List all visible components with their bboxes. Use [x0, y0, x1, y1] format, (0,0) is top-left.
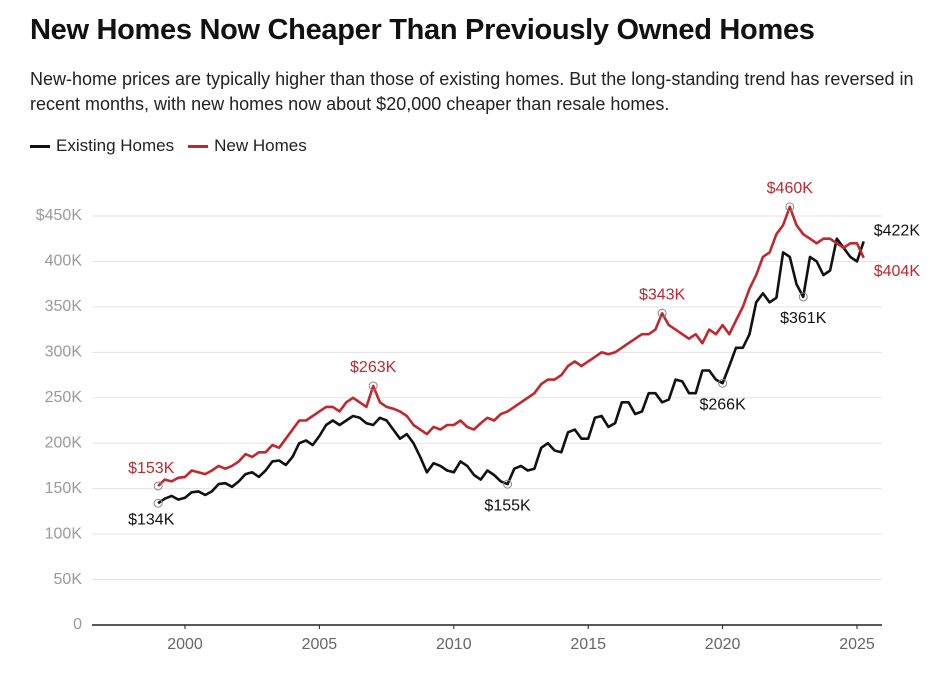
y-tick-label: 250K	[45, 389, 83, 406]
chart-title: New Homes Now Cheaper Than Previously Ow…	[30, 14, 815, 46]
y-tick-label: 350K	[45, 298, 83, 315]
annotation-marker	[785, 202, 795, 212]
annotation-label: $343K	[639, 286, 686, 303]
annotation-marker	[503, 479, 513, 489]
annotation-marker	[368, 381, 378, 391]
y-tick-label: 400K	[45, 253, 83, 270]
annotation-marker	[153, 481, 163, 491]
annotation-label: $155K	[484, 497, 531, 514]
legend-item: Existing Homes	[30, 136, 174, 156]
y-tick-label: 0	[73, 616, 82, 633]
chart-subtitle: New-home prices are typically higher tha…	[30, 69, 914, 114]
x-tick-label: 2025	[839, 636, 875, 653]
annotation-label: $404K	[874, 263, 921, 280]
annotation-label: $361K	[780, 310, 827, 327]
y-tick-label: 50K	[54, 571, 83, 588]
annotation-label: $134K	[128, 511, 175, 528]
x-tick-label: 2005	[302, 636, 338, 653]
annotation-label: $263K	[350, 359, 397, 376]
annotation-label: $422K	[874, 223, 921, 240]
x-tick-label: 2020	[705, 636, 741, 653]
line-series	[157, 205, 865, 487]
y-tick-label: 100K	[45, 525, 83, 542]
y-tick-label: 150K	[45, 480, 83, 497]
legend-label: New Homes	[214, 136, 307, 155]
legend-item: New Homes	[188, 136, 307, 156]
x-tick-label: 2010	[436, 636, 472, 653]
annotation-marker	[153, 498, 163, 508]
legend-label: Existing Homes	[56, 136, 175, 155]
x-tick-label: 2015	[570, 636, 606, 653]
annotation-label: $460K	[767, 180, 814, 197]
annotation-marker	[798, 292, 808, 302]
annotation-label: $153K	[128, 460, 175, 477]
annotation-label: $266K	[699, 396, 746, 413]
y-tick-label: 300K	[45, 344, 83, 361]
x-tick-label: 2000	[167, 636, 203, 653]
legend-swatch	[30, 144, 50, 148]
line-series	[157, 237, 865, 505]
legend: Existing Homes New Homes	[30, 136, 307, 156]
legend-swatch	[188, 144, 209, 148]
y-tick-label: 200K	[45, 434, 83, 451]
annotation-marker	[657, 308, 667, 318]
annotation-marker	[718, 378, 728, 388]
y-tick-label: $450K	[36, 207, 83, 224]
